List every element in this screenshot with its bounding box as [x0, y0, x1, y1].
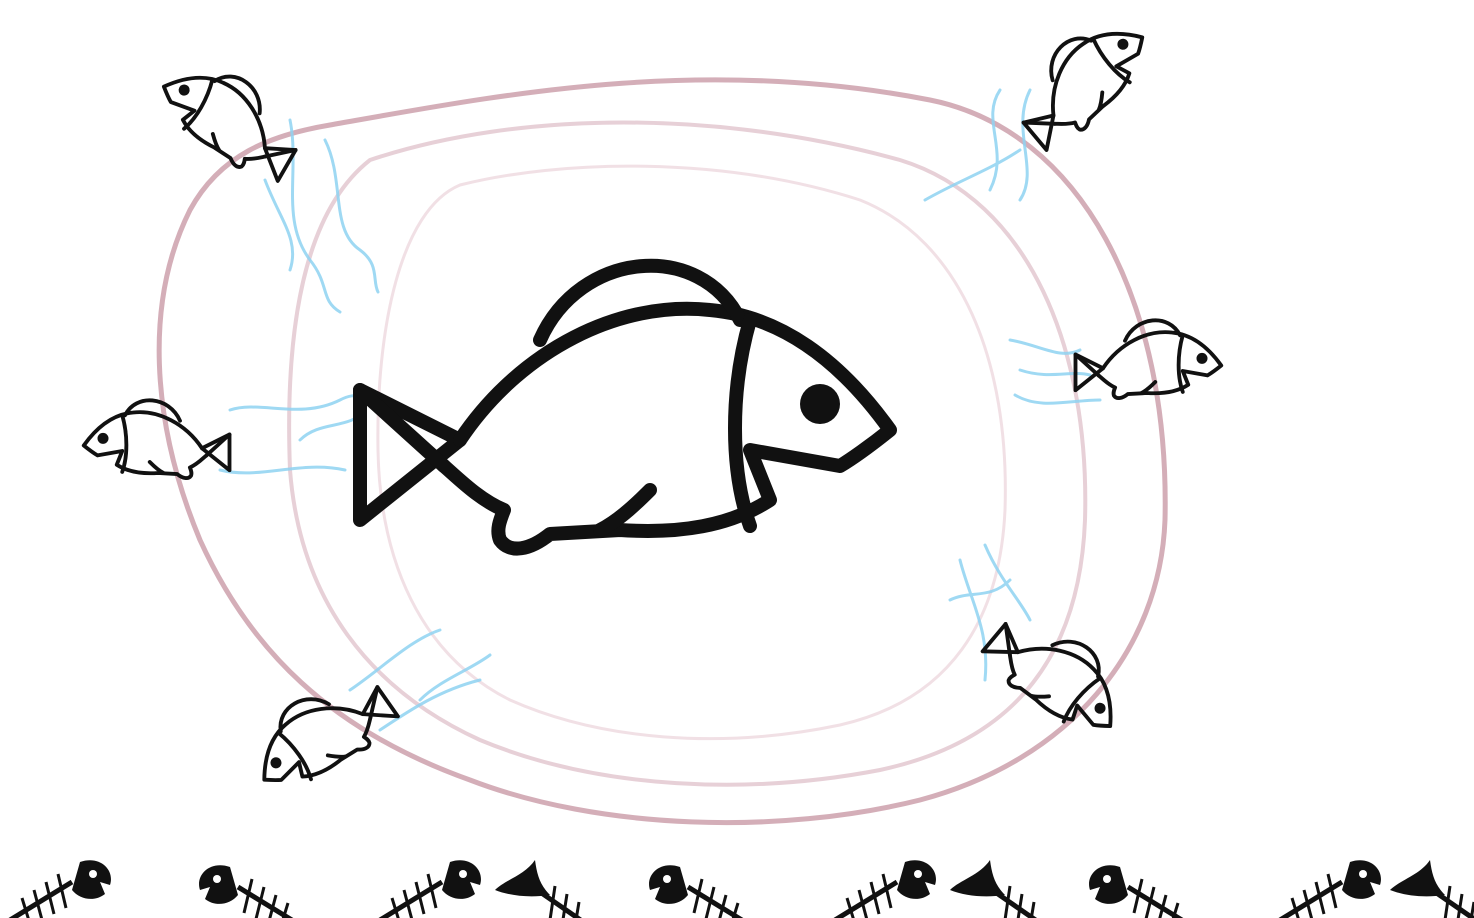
- middle-ring: [287, 120, 1088, 787]
- fish-skeleton-icon: [1280, 860, 1381, 918]
- outer-ring: [156, 77, 1168, 826]
- fish-skeleton-tail-icon: [1390, 860, 1474, 918]
- fish-skeleton-icon: [1089, 865, 1190, 918]
- fish-skeleton-tail-icon: [495, 860, 595, 918]
- small-fish-icon-top-left: [145, 45, 315, 190]
- small-fish-icon-left: [81, 398, 232, 481]
- central-fish-icon: [360, 266, 890, 549]
- fish-skeleton-row: [10, 860, 1474, 918]
- fish-skeleton-tail-icon: [950, 860, 1050, 918]
- water-squiggles: [218, 88, 1102, 732]
- ripple-rings: [156, 77, 1168, 826]
- inner-ring: [376, 164, 1007, 741]
- small-fish-icon-bottom-left: [236, 657, 405, 809]
- small-fish-icon-top-right: [999, 0, 1166, 158]
- fish-skeleton-icon: [835, 860, 936, 918]
- fish-skeleton-icon: [10, 860, 111, 918]
- fish-skeleton-icon: [380, 860, 481, 918]
- fish-skeleton-icon: [199, 865, 300, 918]
- fish-skeleton-icon: [649, 865, 750, 918]
